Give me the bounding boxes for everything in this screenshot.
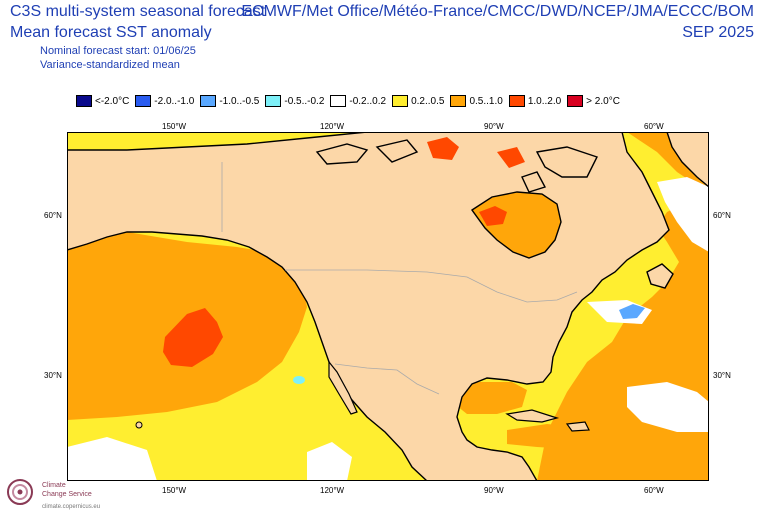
anomaly-region-ne-pacific-core xyxy=(163,308,223,367)
legend-swatch xyxy=(330,95,347,107)
legend-label: 0.5..1.0 xyxy=(469,95,503,107)
legend-item: -2.0..-1.0 xyxy=(135,95,194,107)
anomaly-region-caribbean xyxy=(507,424,627,450)
legend-item: 0.2..0.5 xyxy=(392,95,444,107)
lon-label-top-150w: 150°W xyxy=(162,122,187,131)
systems-label: ECMWF/Met Office/Météo-France/CMCC/DWD/N… xyxy=(241,3,754,20)
logo-url: climate.copernicus.eu xyxy=(42,504,101,510)
lon-label-top-120w: 120°W xyxy=(320,122,345,131)
anomaly-arctic-warm-1 xyxy=(427,137,459,160)
land-arctic-islands xyxy=(315,139,598,193)
border-us-canada xyxy=(285,269,578,303)
legend-item: -0.2..0.2 xyxy=(330,95,386,107)
anomaly-arctic-warm-2 xyxy=(497,147,525,168)
lat-label-left-30n: 30°N xyxy=(44,371,62,380)
sst-anomaly-map xyxy=(67,132,709,481)
anomaly-cool-patch-pacific xyxy=(293,376,305,384)
land-greenland xyxy=(666,132,709,188)
legend-item: > 2.0°C xyxy=(567,95,620,107)
land-hispaniola xyxy=(565,421,590,432)
copernicus-emblem-icon xyxy=(7,479,33,505)
legend-swatch xyxy=(508,95,525,107)
anomaly-neutral-pacific-south xyxy=(67,437,157,481)
legend-item: 0.5..1.0 xyxy=(450,95,503,107)
color-legend: <-2.0°C -2.0..-1.0 -1.0..-0.5 -0.5..-0.2 -0.… xyxy=(76,94,626,108)
lon-label-bottom-90w: 90°W xyxy=(484,486,504,495)
legend-label: 0.2..0.5 xyxy=(411,95,445,107)
legend-item: -0.5..-0.2 xyxy=(265,95,324,107)
legend-item: -1.0..-0.5 xyxy=(200,95,259,107)
legend-label: -0.2..0.2 xyxy=(349,95,387,107)
land-newfoundland xyxy=(646,263,674,289)
anomaly-neutral-pacific-east xyxy=(307,442,352,481)
legend-label: -0.5..-0.2 xyxy=(284,95,325,107)
legend-swatch xyxy=(450,95,467,107)
hudson-bay-warm-core xyxy=(479,206,507,226)
lon-label-bottom-120w: 120°W xyxy=(320,486,345,495)
legend-label: 1.0..2.0 xyxy=(527,95,562,107)
legend-swatch xyxy=(200,95,217,107)
lon-label-top-90w: 90°W xyxy=(484,122,504,131)
lat-label-right-30n: 30°N xyxy=(713,371,731,380)
legend-swatch xyxy=(135,95,152,107)
legend-item: <-2.0°C xyxy=(76,95,129,107)
anomaly-neutral-labrador xyxy=(657,177,709,252)
legend-label: -1.0..-0.5 xyxy=(219,95,260,107)
lon-label-bottom-150w: 150°W xyxy=(162,486,187,495)
title-line-1: C3S multi-system seasonal forecast xyxy=(10,3,266,20)
land-baja xyxy=(328,360,358,415)
logo-line-1: Climate xyxy=(42,482,66,489)
method-label: Variance-standardized mean xyxy=(40,59,180,71)
legend-swatch xyxy=(392,95,409,107)
valid-month-label: SEP 2025 xyxy=(682,24,754,41)
lon-label-top-60w: 60°W xyxy=(644,122,664,131)
logo-line-2: Change Service xyxy=(42,491,92,498)
forecast-start-label: Nominal forecast start: 01/06/25 xyxy=(40,45,196,57)
legend-swatch xyxy=(567,95,584,107)
land-hawaii xyxy=(135,421,143,429)
legend-label: <-2.0°C xyxy=(95,95,130,107)
copernicus-logo: Climate Change Service climate.copernicu… xyxy=(6,476,206,516)
lat-label-right-60n: 60°N xyxy=(713,211,731,220)
anomaly-neutral-atlantic xyxy=(627,382,709,432)
land-cuba xyxy=(505,409,560,423)
legend-label: -2.0..-1.0 xyxy=(154,95,195,107)
legend-item: 1.0..2.0 xyxy=(508,95,562,107)
anomaly-cool-patch-atlantic xyxy=(619,304,645,319)
lat-label-left-60n: 60°N xyxy=(44,211,62,220)
legend-label: > 2.0°C xyxy=(586,95,620,107)
border-us-mexico xyxy=(334,363,440,395)
anomaly-region-gulf xyxy=(452,382,527,414)
lon-label-bottom-60w: 60°W xyxy=(644,486,664,495)
title-line-2: Mean forecast SST anomaly xyxy=(10,24,212,41)
legend-swatch xyxy=(265,95,282,107)
legend-swatch xyxy=(76,95,92,107)
